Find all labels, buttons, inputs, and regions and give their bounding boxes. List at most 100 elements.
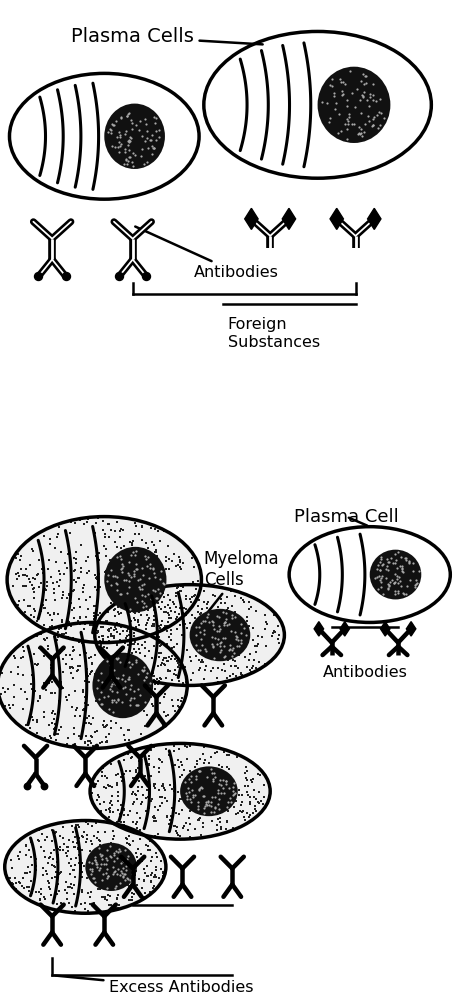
Point bbox=[59, 590, 66, 606]
Point bbox=[124, 851, 131, 867]
Point bbox=[217, 784, 224, 800]
Point bbox=[136, 854, 143, 870]
Point bbox=[208, 761, 215, 777]
Point bbox=[209, 800, 216, 816]
Point bbox=[215, 648, 222, 664]
Point bbox=[95, 629, 102, 645]
Point bbox=[96, 837, 104, 853]
Point bbox=[124, 565, 132, 582]
Point bbox=[185, 776, 193, 792]
Point bbox=[201, 755, 208, 771]
Point bbox=[152, 110, 159, 126]
Point bbox=[1, 699, 9, 715]
Point bbox=[12, 875, 20, 891]
Point bbox=[118, 769, 126, 785]
Point bbox=[126, 533, 134, 549]
Point bbox=[167, 812, 174, 829]
Point bbox=[359, 89, 367, 105]
Point bbox=[51, 860, 58, 876]
Point bbox=[128, 656, 136, 672]
Point bbox=[109, 859, 117, 875]
Point bbox=[108, 628, 115, 644]
Point bbox=[27, 873, 35, 889]
Point bbox=[146, 555, 154, 572]
Point bbox=[126, 803, 134, 820]
Point bbox=[102, 540, 110, 556]
Point bbox=[187, 671, 195, 687]
Point bbox=[82, 592, 90, 608]
Point bbox=[224, 670, 231, 686]
Point bbox=[114, 887, 121, 903]
Point bbox=[249, 770, 257, 786]
Point bbox=[174, 655, 182, 671]
Point bbox=[117, 521, 125, 537]
Point bbox=[113, 635, 121, 651]
Point bbox=[232, 631, 239, 647]
Point bbox=[196, 622, 203, 638]
Point bbox=[149, 583, 157, 599]
Point bbox=[150, 612, 158, 628]
Point bbox=[144, 869, 151, 885]
Point bbox=[242, 758, 250, 774]
Point bbox=[19, 667, 27, 683]
Point bbox=[165, 607, 173, 623]
Point bbox=[57, 895, 65, 911]
Point bbox=[149, 699, 156, 715]
Point bbox=[142, 599, 150, 615]
Point bbox=[261, 607, 268, 623]
Point bbox=[250, 652, 257, 668]
Point bbox=[139, 663, 147, 679]
Point bbox=[206, 614, 213, 630]
Point bbox=[155, 782, 163, 798]
Point bbox=[177, 790, 185, 806]
Point bbox=[153, 590, 161, 606]
Point bbox=[390, 555, 397, 572]
Point bbox=[110, 117, 118, 133]
Point bbox=[129, 701, 137, 717]
Point bbox=[70, 600, 78, 616]
Point bbox=[84, 903, 92, 919]
Point bbox=[93, 723, 100, 739]
Point bbox=[100, 513, 107, 529]
Point bbox=[220, 785, 228, 801]
Point bbox=[134, 594, 142, 610]
Point bbox=[156, 620, 164, 636]
Point bbox=[95, 788, 103, 804]
Point bbox=[348, 85, 356, 101]
Point bbox=[61, 565, 68, 582]
Point bbox=[12, 565, 19, 582]
Point bbox=[360, 77, 368, 93]
Point bbox=[125, 134, 133, 150]
Point bbox=[141, 589, 148, 605]
Point bbox=[164, 653, 172, 669]
Point bbox=[167, 622, 175, 638]
Point bbox=[11, 870, 18, 886]
Point bbox=[178, 690, 186, 707]
Point bbox=[143, 535, 150, 551]
Point bbox=[138, 889, 146, 905]
Point bbox=[150, 869, 158, 885]
Point bbox=[122, 151, 130, 167]
Point bbox=[140, 873, 147, 889]
Point bbox=[117, 863, 125, 879]
Point bbox=[95, 840, 102, 856]
Point bbox=[100, 631, 107, 647]
Point bbox=[129, 705, 137, 721]
Point bbox=[84, 738, 92, 754]
Point bbox=[90, 870, 98, 886]
Point bbox=[20, 880, 28, 896]
Point bbox=[159, 868, 166, 884]
Point bbox=[147, 670, 155, 686]
Point bbox=[58, 612, 66, 628]
Point bbox=[145, 570, 153, 586]
Point bbox=[99, 632, 106, 648]
Point bbox=[55, 519, 63, 535]
Point bbox=[180, 762, 188, 778]
Point bbox=[55, 722, 63, 738]
Point bbox=[44, 641, 51, 657]
Point bbox=[50, 606, 57, 622]
Point bbox=[210, 638, 217, 654]
Point bbox=[204, 595, 212, 611]
Point bbox=[187, 829, 194, 845]
Point bbox=[125, 133, 132, 149]
